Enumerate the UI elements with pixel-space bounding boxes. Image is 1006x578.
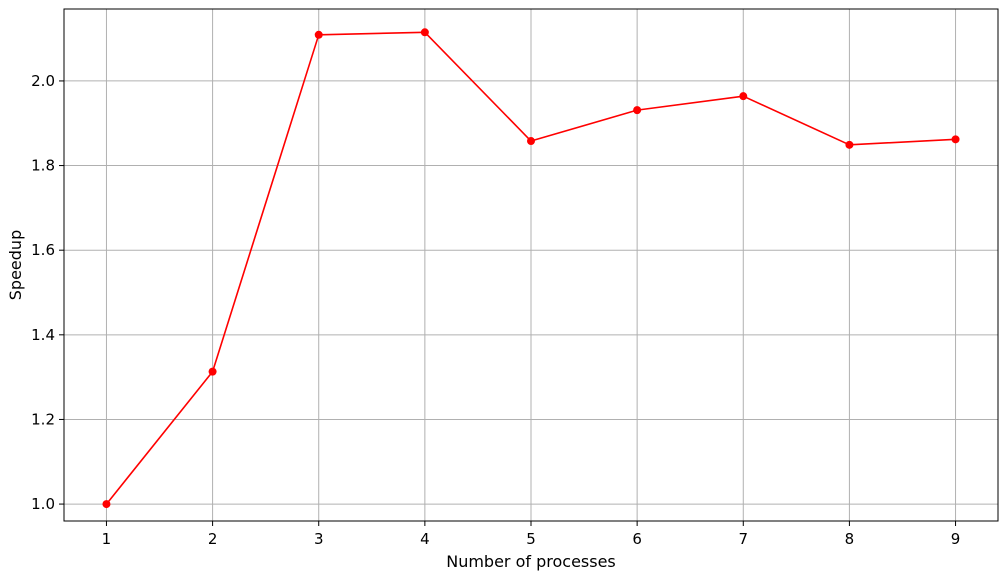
x-tick-label: 7 — [738, 530, 748, 548]
data-point — [845, 140, 854, 149]
y-tick-label: 2.0 — [31, 72, 55, 90]
data-point — [420, 28, 429, 37]
y-tick-label: 1.2 — [31, 410, 55, 428]
data-point — [314, 30, 323, 39]
data-series — [102, 28, 960, 509]
data-point — [633, 106, 642, 115]
data-point — [102, 500, 111, 509]
x-tick-label: 3 — [314, 530, 324, 548]
x-tick-label: 4 — [420, 530, 430, 548]
y-tick-label: 1.4 — [31, 326, 55, 344]
data-point — [739, 92, 748, 101]
y-tick-label: 1.8 — [31, 157, 55, 175]
x-axis-label: Number of processes — [446, 552, 616, 571]
data-point — [951, 135, 960, 144]
axis-ticks: 1 2 3 4 5 6 7 8 9 1.0 1.2 1.4 1.6 1.8 2.0 — [31, 72, 960, 548]
x-tick-label: 6 — [632, 530, 642, 548]
x-tick-label: 2 — [208, 530, 218, 548]
x-tick-label: 1 — [102, 530, 112, 548]
x-tick-label: 8 — [845, 530, 855, 548]
x-tick-label: 5 — [526, 530, 536, 548]
y-axis-label: Speedup — [6, 230, 25, 300]
data-point — [208, 367, 217, 376]
y-tick-label: 1.6 — [31, 241, 55, 259]
grid — [64, 9, 998, 521]
data-point — [527, 137, 535, 146]
y-tick-label: 1.0 — [31, 495, 55, 513]
x-tick-label: 9 — [951, 530, 961, 548]
